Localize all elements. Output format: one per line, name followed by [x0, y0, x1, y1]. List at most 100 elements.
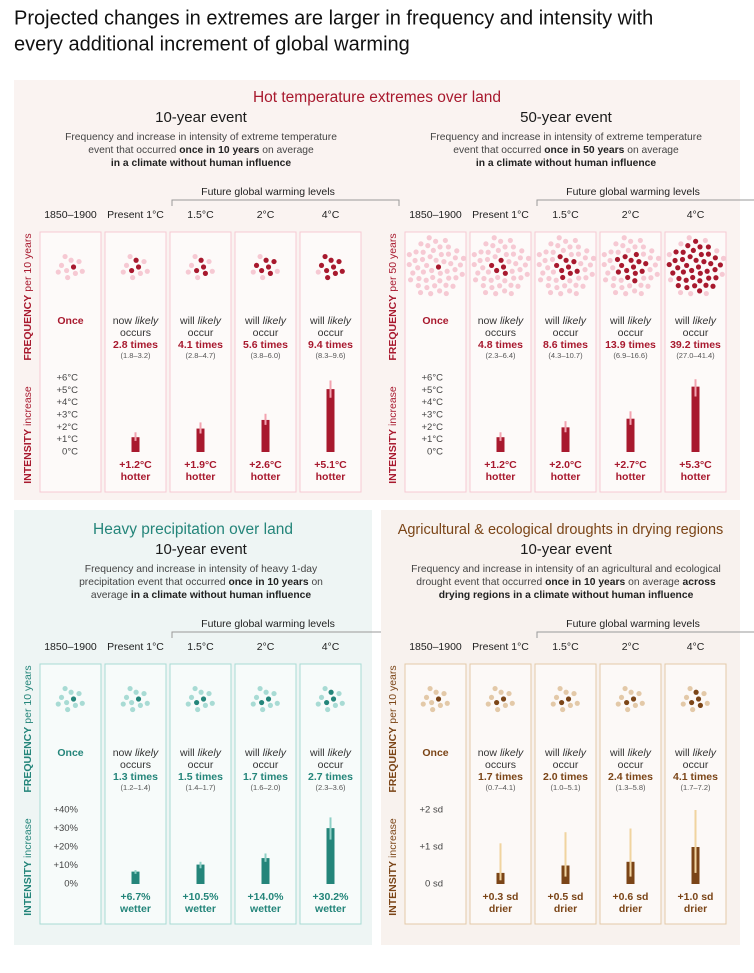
- column-box: [234, 663, 297, 925]
- dot: [587, 262, 593, 268]
- dot: [513, 261, 519, 267]
- frequency-value: Once: [57, 315, 83, 327]
- frequency-text: will likely: [674, 747, 717, 759]
- dot: [517, 255, 523, 261]
- dot: [76, 690, 82, 697]
- dot: [558, 291, 564, 297]
- intensity-value: +10.5%: [183, 891, 220, 903]
- description-line: event that occurred once in 10 years on …: [88, 145, 314, 156]
- dot-occurrence: [630, 696, 637, 702]
- dot-occurrence: [643, 261, 649, 267]
- dot: [502, 244, 508, 250]
- dot: [493, 291, 499, 297]
- y-tick-label: +1°C: [57, 434, 79, 445]
- dot: [453, 275, 459, 281]
- dot-occurrence: [489, 262, 495, 269]
- dot: [589, 271, 595, 277]
- dot: [484, 256, 491, 263]
- dot-occurrence: [70, 264, 77, 270]
- frequency-likely: likely: [328, 747, 352, 759]
- dot: [608, 249, 614, 255]
- intensity-value: +1.0 sd: [678, 891, 714, 903]
- frequency-qualifier: will: [609, 747, 625, 759]
- dot-occurrence: [705, 251, 712, 257]
- dot: [575, 244, 581, 250]
- dot: [618, 694, 625, 701]
- axis-label-main: INTENSITY: [22, 429, 34, 484]
- panel-heading: Hot temperature extremes over land: [253, 89, 501, 106]
- dot: [437, 288, 443, 294]
- dot: [477, 257, 483, 264]
- dot-occurrence: [713, 275, 719, 281]
- description-text: drought event that occurred: [416, 577, 545, 588]
- dot-occurrence: [253, 262, 260, 269]
- dot: [632, 288, 638, 294]
- frequency-dots: [315, 685, 345, 713]
- dot: [622, 685, 628, 692]
- column-box: [169, 663, 232, 925]
- intensity-value: +2.6°C: [249, 459, 282, 471]
- dot: [446, 275, 452, 281]
- dot-occurrence: [324, 267, 330, 274]
- dot: [475, 270, 481, 276]
- dot-occurrence: [202, 270, 208, 276]
- dot-occurrence: [330, 696, 337, 702]
- axis-label-main: INTENSITY: [387, 429, 399, 484]
- dot: [567, 288, 573, 294]
- dot: [489, 284, 495, 291]
- dot: [510, 251, 517, 257]
- dot: [198, 689, 204, 695]
- dot: [424, 284, 430, 291]
- dot: [209, 700, 215, 706]
- dot: [58, 694, 65, 701]
- frequency-value: 1.3 times: [113, 771, 158, 783]
- description-text: once in 10 years: [228, 577, 308, 588]
- dot-occurrence: [324, 699, 330, 706]
- dot: [433, 238, 439, 244]
- dot-occurrence: [325, 274, 331, 281]
- y-tick-label: +2 sd: [419, 805, 443, 816]
- dot: [704, 700, 710, 706]
- description-text: across: [682, 577, 715, 588]
- dot: [452, 267, 458, 273]
- frequency-dots: [666, 235, 727, 297]
- dot: [322, 685, 328, 692]
- dot: [506, 259, 512, 265]
- column-box: [169, 231, 232, 493]
- dot: [415, 282, 421, 289]
- frequency-text: will likely: [309, 747, 352, 759]
- frequency-verb: occur: [253, 759, 279, 771]
- intensity-value: +5.3°C: [679, 459, 712, 471]
- dot-occurrence: [559, 267, 565, 274]
- dot-occurrence: [684, 262, 690, 269]
- dot: [454, 248, 460, 254]
- dot: [568, 251, 574, 258]
- column-header: 4°C: [322, 209, 340, 221]
- dot: [583, 275, 589, 281]
- dot: [420, 701, 426, 707]
- intensity-word: hotter: [616, 471, 646, 483]
- y-tick-label: +1 sd: [419, 842, 443, 853]
- axis-label-main: FREQUENCY: [22, 295, 34, 361]
- dot: [517, 267, 523, 273]
- dot: [615, 701, 621, 707]
- frequency-qualifier: now: [113, 315, 133, 327]
- dot: [250, 269, 256, 275]
- intensity-word: drier: [684, 903, 707, 915]
- frequency-text: will likely: [244, 747, 287, 759]
- dot: [515, 283, 521, 289]
- dot-occurrence: [332, 270, 338, 276]
- dot: [430, 247, 436, 254]
- dot: [437, 270, 443, 276]
- dot-occurrence: [706, 275, 712, 281]
- frequency-text: now likely: [113, 315, 159, 327]
- frequency-likely: likely: [500, 315, 524, 327]
- dot: [584, 248, 590, 254]
- dot-occurrence: [565, 264, 572, 270]
- frequency-value: 2.7 times: [308, 771, 353, 783]
- frequency-value: Once: [422, 315, 448, 327]
- dot: [459, 271, 465, 277]
- dot-occurrence: [695, 696, 702, 702]
- dot: [525, 255, 532, 261]
- description-text: drying regions in a climate without huma…: [439, 590, 694, 601]
